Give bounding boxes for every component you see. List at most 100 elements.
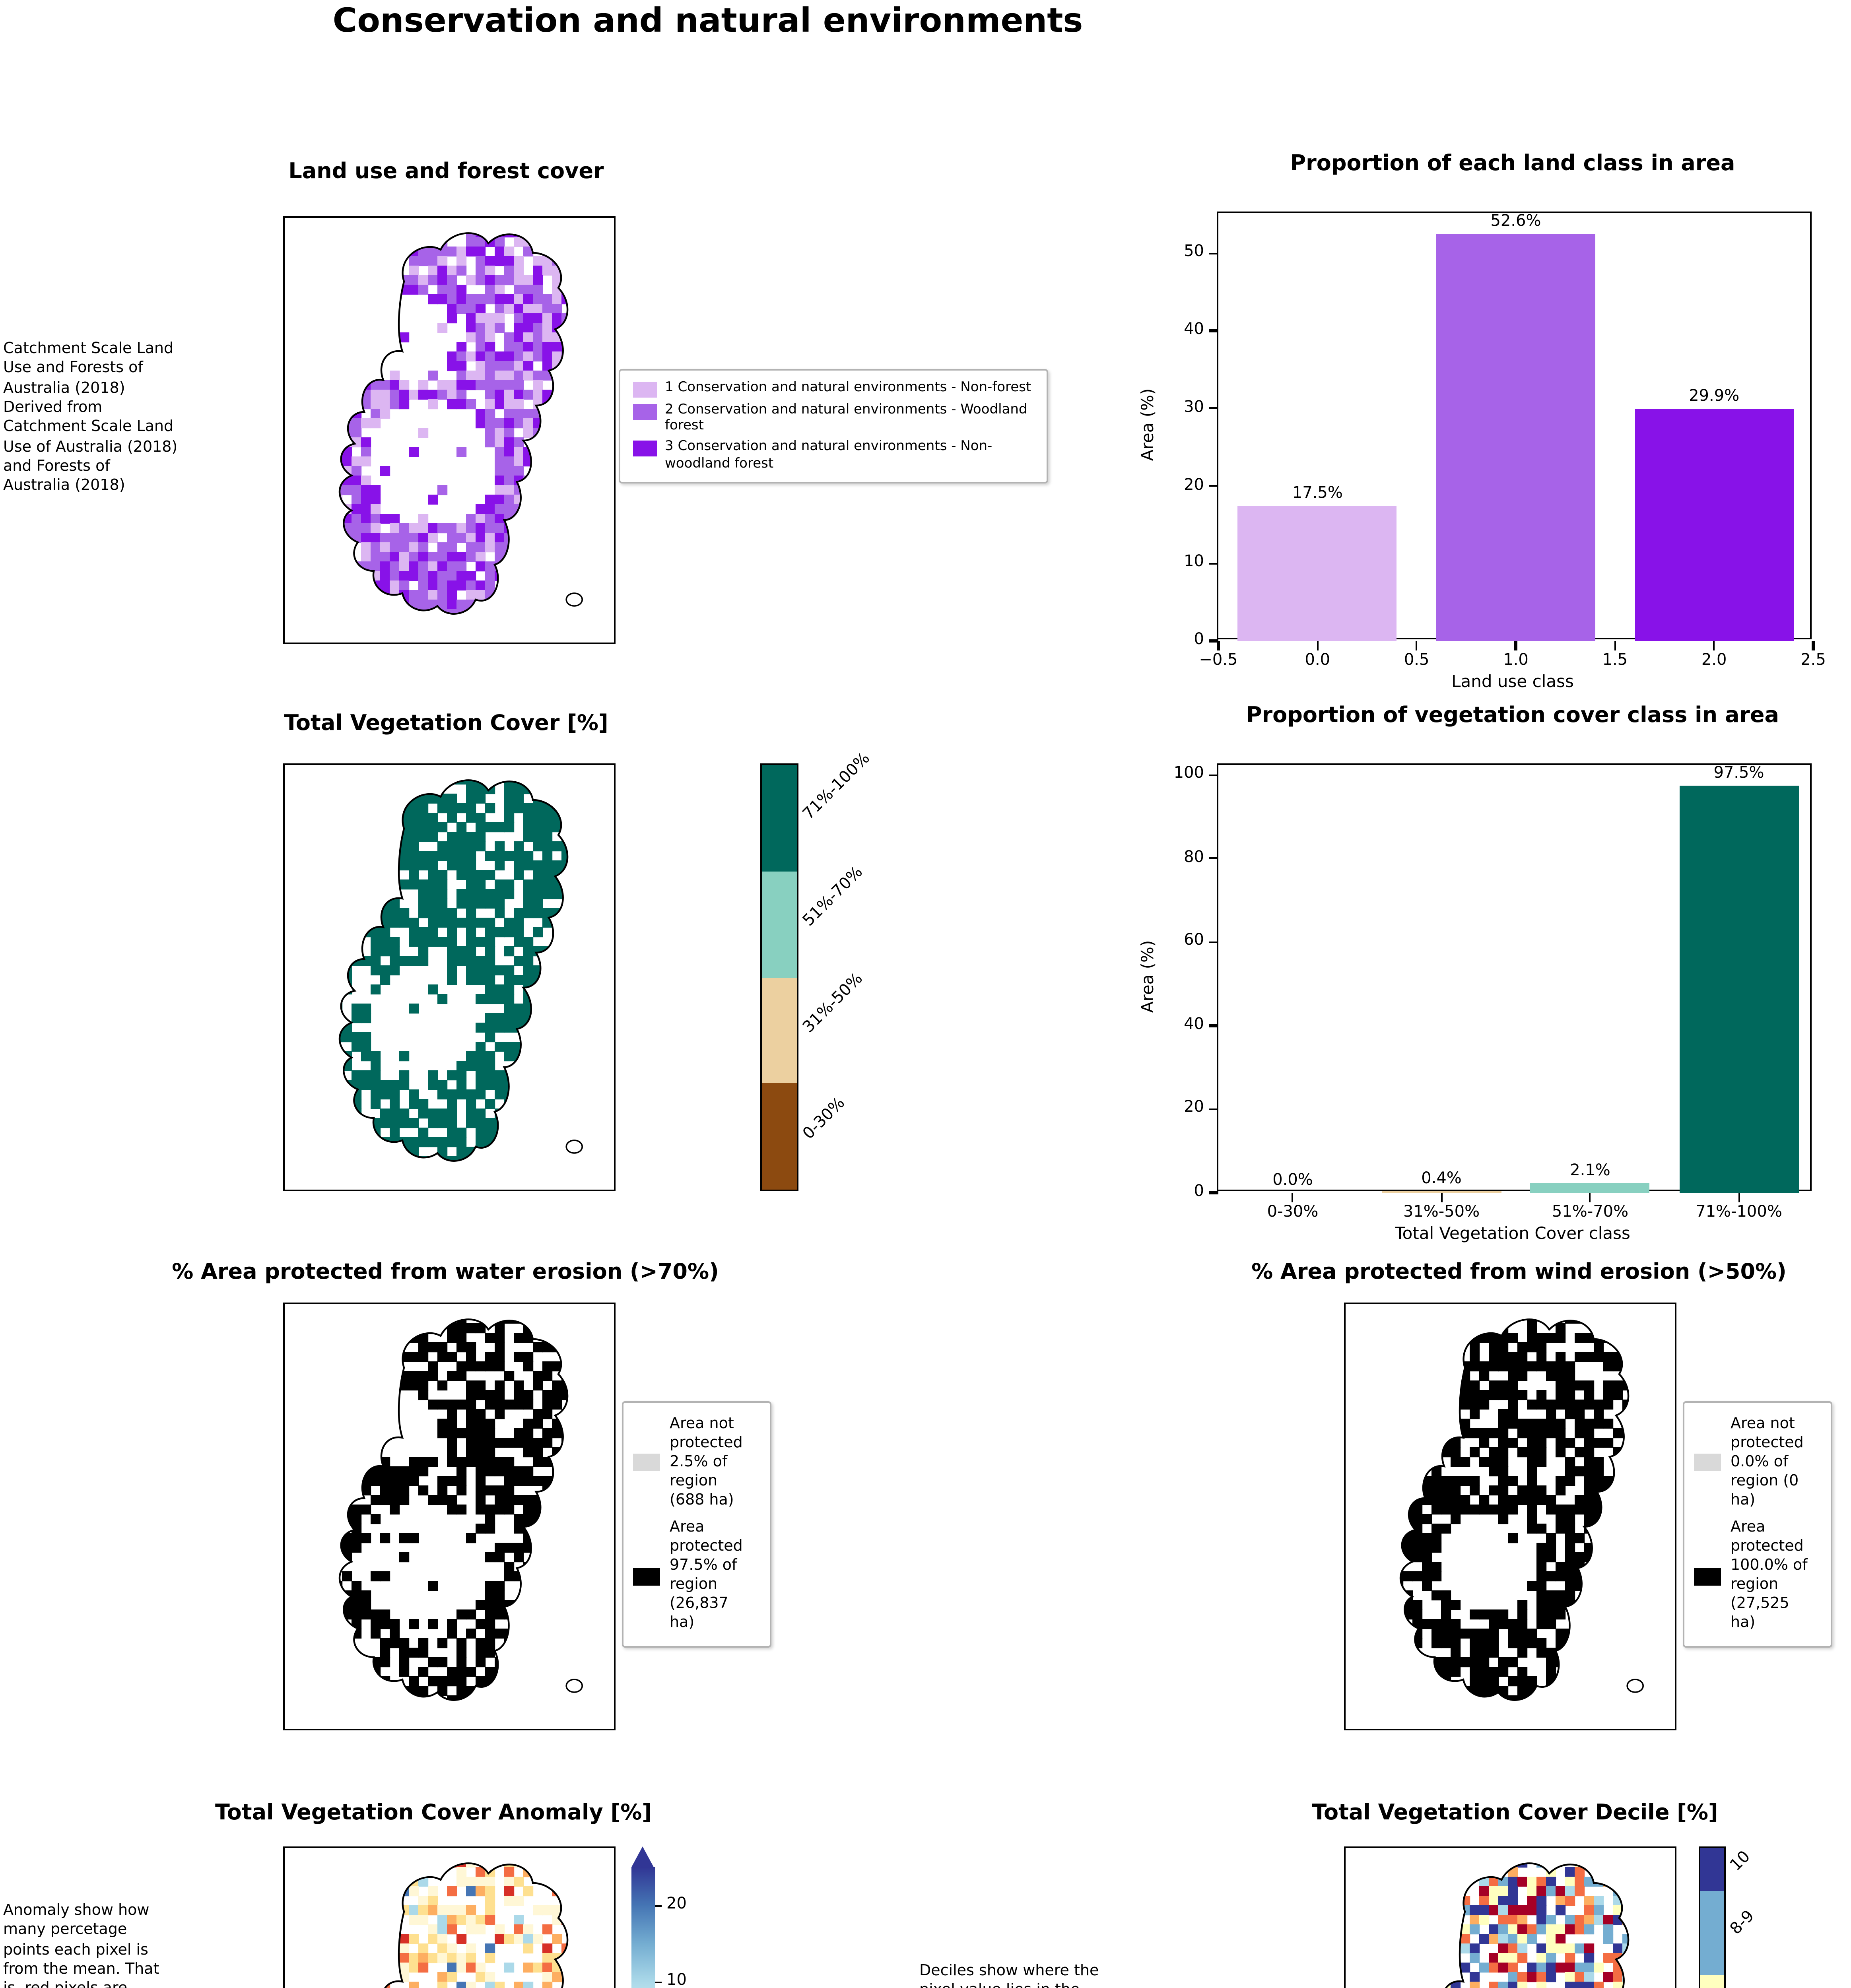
colorbar-tick (655, 1981, 662, 1983)
chart-title: Proportion of vegetation cover class in … (1246, 703, 1779, 728)
colorbar-segment-label: 0-30% (800, 1094, 849, 1143)
water-map-title: % Area protected from water erosion (>70… (172, 1260, 719, 1285)
y-tick-label: 20 (1184, 1099, 1204, 1117)
bar-value-label: 52.6% (1490, 212, 1541, 230)
land-class-chart: Proportion of each land class in area Ar… (1136, 151, 1835, 692)
land-use-legend: 1 Conservation and natural environments … (619, 369, 1048, 483)
y-tick (1209, 640, 1218, 642)
y-tick-label: 10 (1184, 554, 1204, 572)
decile-colorbar: 10 8-9 4-7 2-3 1 (1699, 1846, 1758, 1988)
y-tick-label: 40 (1184, 1016, 1204, 1034)
x-tick (1316, 641, 1319, 650)
colorbar-segment-label: 31%-50% (800, 970, 867, 1037)
y-tick (1209, 1192, 1218, 1194)
y-tick-label: 60 (1184, 932, 1204, 950)
decile-map-canvas (1400, 1862, 1630, 1988)
legend-label: 2 Conservation and natural environments … (665, 402, 1027, 435)
plot-area: 0 10 20 30 40 50 −0.5 0.0 0.5 1.0 1.5 2.0 2.5 17.5% 52… (1184, 212, 1826, 670)
anomaly-caption: Anomaly show how many percetage points e… (3, 1902, 159, 1988)
x-tick-label: 2.5 (1801, 652, 1826, 670)
veg-map-canvas (338, 779, 583, 1162)
anomaly-colorbar: 20100−10−20 (631, 1846, 687, 1988)
x-tick-label: 51%-70% (1552, 1204, 1629, 1221)
veg-map-title: Total Vegetation Cover [%] (284, 711, 608, 736)
wind-map-title: % Area protected from wind erosion (>50%… (1251, 1260, 1787, 1285)
decile-map (1344, 1846, 1676, 1988)
colorbar-tick-label: 20 (666, 1896, 687, 1914)
x-axis-label: Land use class (1451, 673, 1574, 692)
bar-value-label: 17.5% (1292, 484, 1343, 502)
y-tick (1209, 1025, 1218, 1027)
x-tick (1440, 1193, 1443, 1202)
y-tick-label: 40 (1184, 321, 1204, 339)
colorbar-segment-label: 51%-70% (800, 864, 867, 931)
colorbar-segment: 0-30% (762, 1083, 849, 1190)
legend-label: Area not protected 0.0% of region (0 ha) (1731, 1415, 1804, 1508)
legend-item: Area protected 100.0% of region (27,525 … (1694, 1520, 1821, 1633)
x-tick-label: 31%-50% (1403, 1204, 1480, 1221)
y-tick (1209, 252, 1218, 254)
y-tick (1209, 485, 1218, 487)
colorbar-segment: 8-9 (1700, 1890, 1758, 1976)
veg-colorbar: 71%-100% 51%-70% 31%-50% 0-30% (760, 751, 874, 1191)
x-tick (1614, 641, 1616, 650)
y-tick (1209, 562, 1218, 565)
y-tick-label: 0 (1194, 631, 1204, 649)
y-tick-label: 50 (1184, 244, 1204, 262)
y-tick-label: 20 (1184, 476, 1204, 494)
legend-item: Area not protected 2.5% of region (688 h… (633, 1415, 760, 1510)
legend-swatch-nonforest (633, 382, 657, 398)
x-tick-label: 71%-100% (1696, 1204, 1782, 1221)
colorbar-segment: 71%-100% (762, 751, 874, 871)
bar (1238, 505, 1397, 641)
legend-label: Area not protected 2.5% of region (688 h… (670, 1415, 743, 1508)
x-tick (1416, 641, 1418, 650)
legend-swatch-nonwoodland (633, 441, 657, 457)
colorbar-segment-label: 8-9 (1727, 1908, 1758, 1939)
y-axis-label: Area (%) (1136, 763, 1161, 1188)
legend-label: 3 Conservation and natural environments … (665, 439, 993, 472)
y-tick-label: 0 (1194, 1183, 1204, 1201)
x-tick (1515, 641, 1517, 650)
legend-label: Area protected 97.5% of region (26,837 h… (670, 1519, 743, 1632)
legend-label: Area protected 100.0% of region (27,525 … (1731, 1519, 1808, 1632)
legend-item: 1 Conservation and natural environments … (633, 380, 1034, 398)
x-axis-label: Total Vegetation Cover class (1395, 1225, 1630, 1244)
y-tick-label: 100 (1173, 765, 1204, 783)
plot-area: 0 20 40 60 80 100 0-30% 31%-50% 51%-70% 71%-100% 0… (1174, 763, 1812, 1221)
y-tick (1209, 407, 1218, 410)
x-tick (1738, 1193, 1740, 1202)
anomaly-map (283, 1846, 616, 1988)
colorbar-segment: 4-7 (1700, 1975, 1724, 1988)
legend-swatch-not-protected (1694, 1454, 1721, 1472)
land-use-map-title: Land use and forest cover (288, 159, 604, 184)
legend-item: Area not protected 0.0% of region (0 ha) (1694, 1415, 1821, 1510)
wind-map-canvas (1399, 1318, 1644, 1701)
legend-swatch-protected (633, 1567, 660, 1585)
y-tick (1209, 857, 1218, 860)
legend-swatch-not-protected (633, 1454, 660, 1472)
decile-caption: Deciles show where the pixel value lies … (919, 1963, 1099, 1988)
colorbar-segment-label: 71%-100% (800, 750, 874, 825)
water-map (283, 1303, 616, 1730)
bar (1679, 785, 1799, 1193)
wind-legend: Area not protected 0.0% of region (0 ha)… (1683, 1401, 1832, 1647)
bar-value-label: 0.4% (1421, 1170, 1462, 1188)
colorbar-segment-label: 10 (1727, 1848, 1754, 1875)
land-use-caption: Catchment Scale Land Use and Forests of … (3, 340, 178, 495)
x-tick (1812, 641, 1814, 650)
x-tick-label: 0-30% (1267, 1204, 1319, 1221)
land_use-map-canvas (338, 232, 583, 615)
legend-item: 2 Conservation and natural environments … (633, 402, 1034, 435)
colorbar-tick (655, 1905, 662, 1906)
legend-item: 3 Conservation and natural environments … (633, 440, 1034, 472)
decile-map-title: Total Vegetation Cover Decile [%] (1312, 1800, 1718, 1826)
x-tick (1589, 1193, 1591, 1202)
bar (1436, 233, 1595, 641)
wind-map (1344, 1303, 1676, 1730)
y-tick (1209, 774, 1218, 776)
water-map-canvas (338, 1318, 583, 1701)
y-axis-label-text: Area (%) (1139, 387, 1158, 460)
page-title: Conservation and natural environments (332, 2, 1083, 40)
